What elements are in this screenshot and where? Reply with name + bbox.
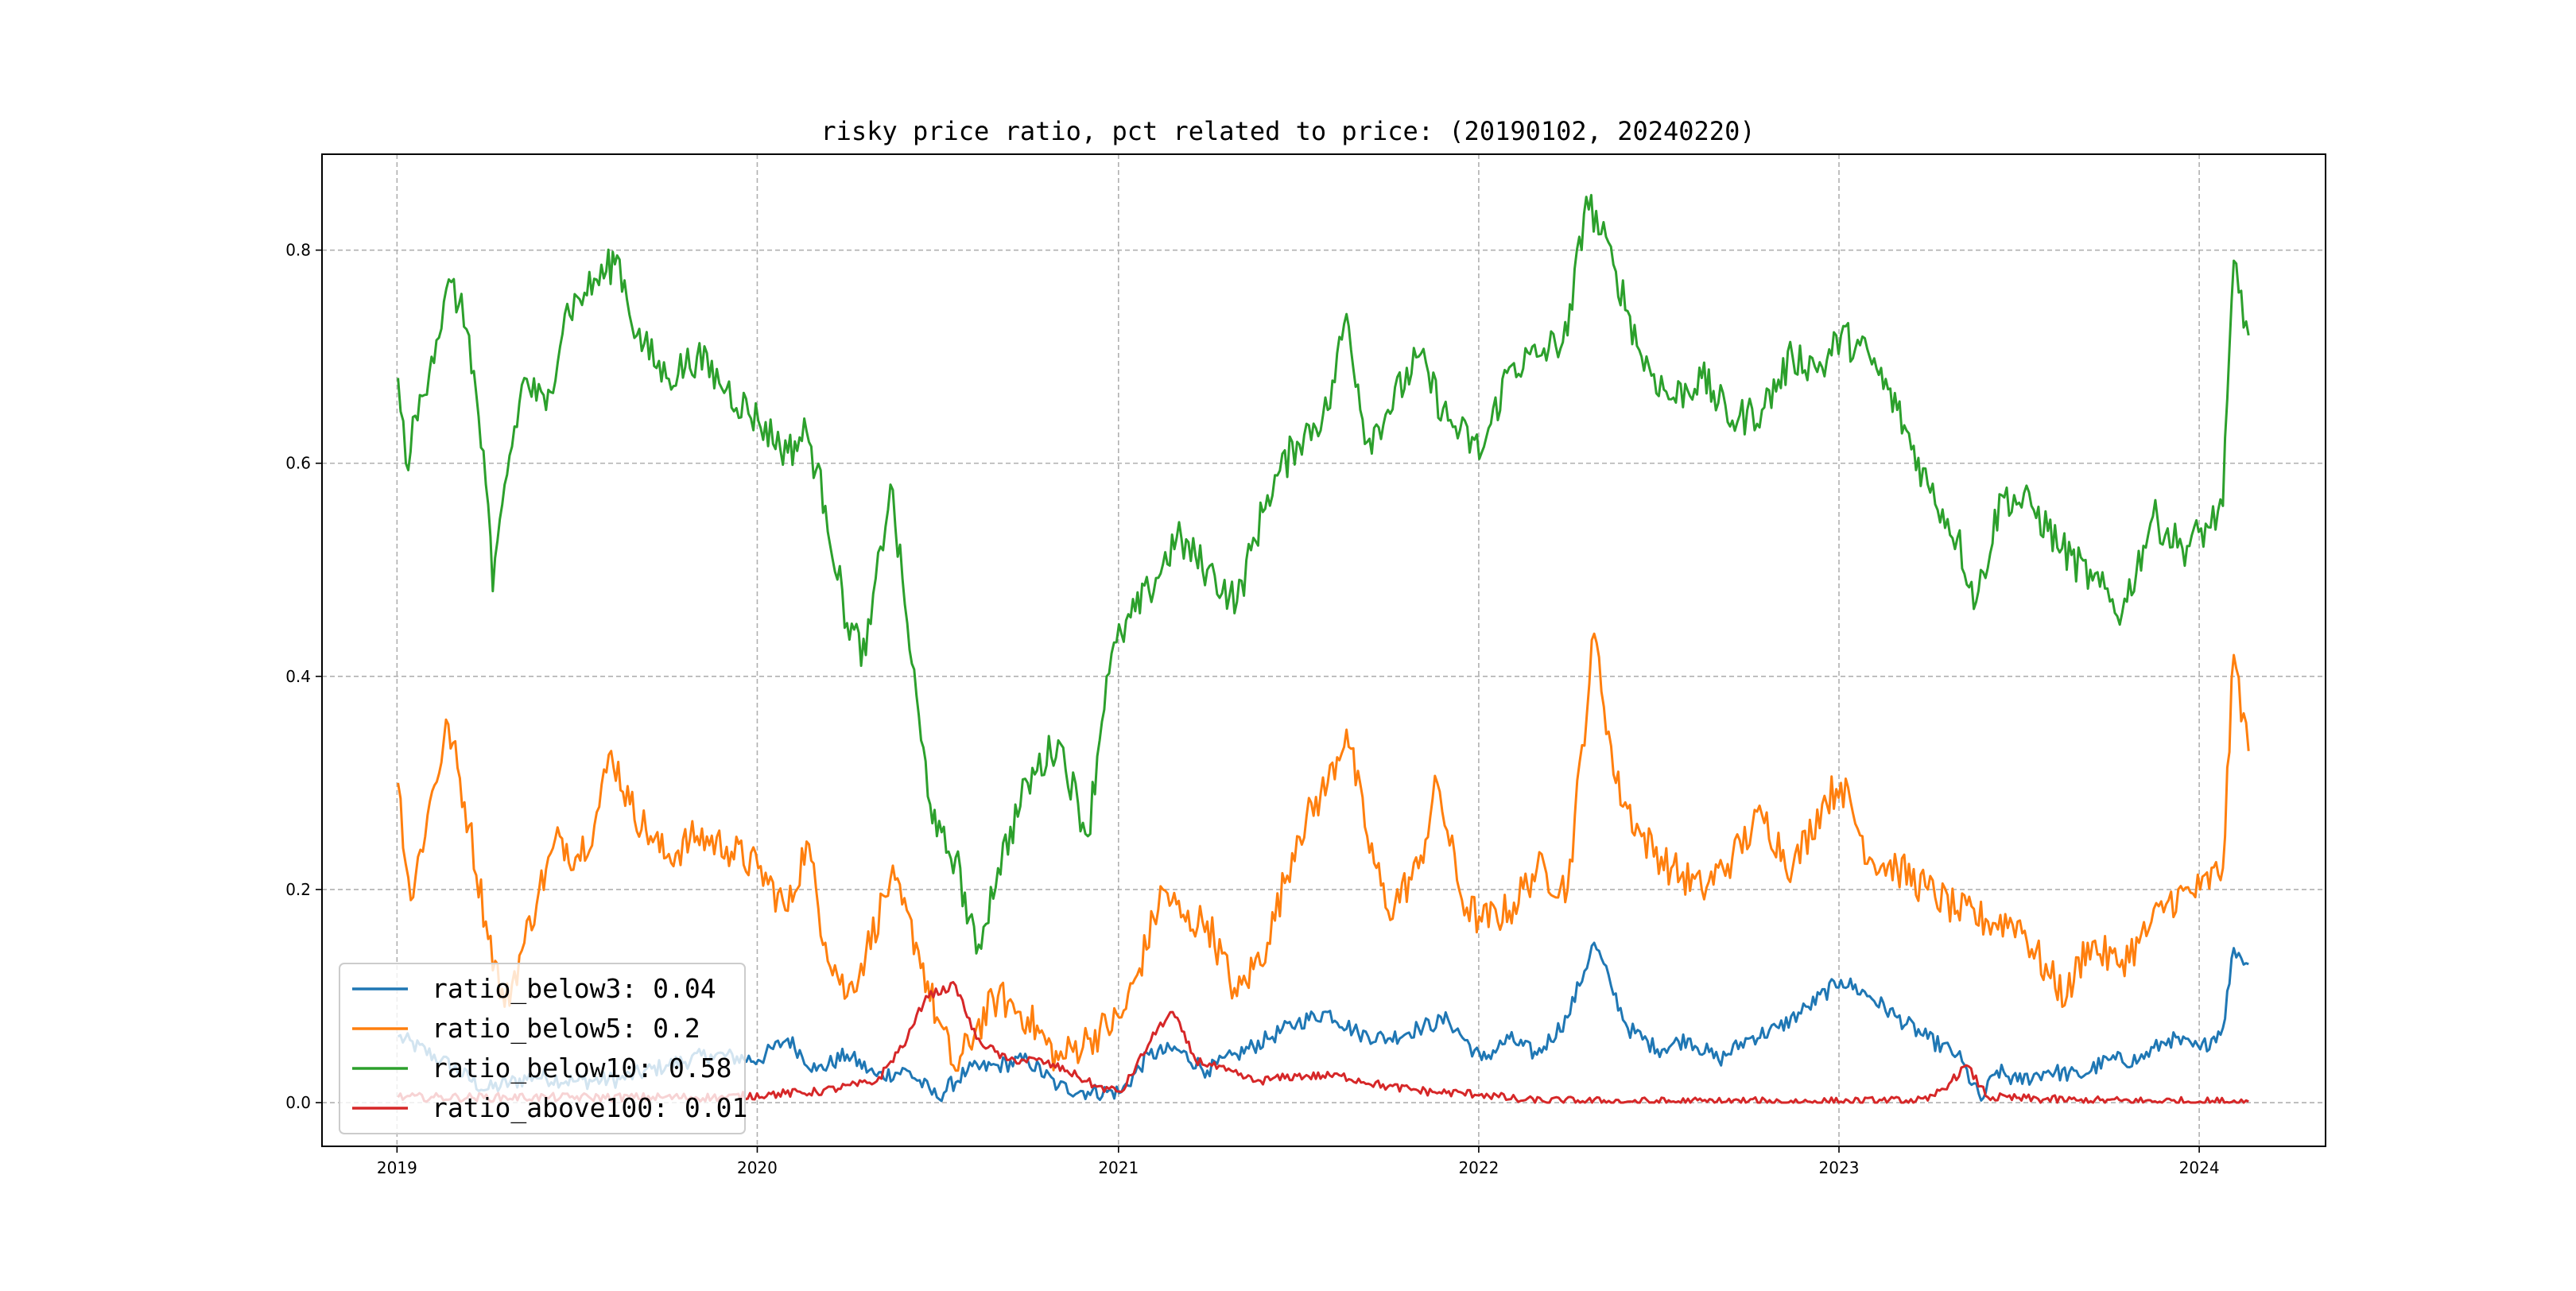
y-tick-label: 0.2 [285,880,311,899]
plot-frame [321,153,2326,1147]
series-line-ratio-below5 [397,632,2250,1072]
legend-label: ratio_below10: 0.58 [432,1053,732,1084]
y-tick-label: 0.8 [285,241,311,260]
x-tick-label: 2019 [377,1158,417,1177]
legend-label: ratio_above100: 0.01 [432,1092,747,1124]
series-line-ratio-below10 [397,193,2250,955]
legend-label: ratio_below3: 0.04 [432,973,716,1005]
legend-label: ratio_below5: 0.2 [432,1013,700,1045]
y-tick-label: 0.6 [285,454,311,473]
axis-ticks: 0.0 0.2 0.4 0.6 0.8 2019 2020 2021 2022 2023 2024 [285,241,2219,1177]
legend: ratio_below3: 0.04 ratio_below5: 0.2 ratio… [339,963,747,1134]
x-tick-label: 2023 [1819,1158,1860,1177]
legend-box [339,963,746,1134]
chart-title: risky price ratio, pct related to price:… [821,116,1755,146]
x-tick-label: 2021 [1098,1158,1139,1177]
y-tick-label: 0.0 [285,1093,311,1112]
x-tick-label: 2022 [1458,1158,1499,1177]
x-tick-label: 2020 [737,1158,778,1177]
x-tick-label: 2024 [2179,1158,2220,1177]
y-tick-label: 0.4 [285,667,311,686]
